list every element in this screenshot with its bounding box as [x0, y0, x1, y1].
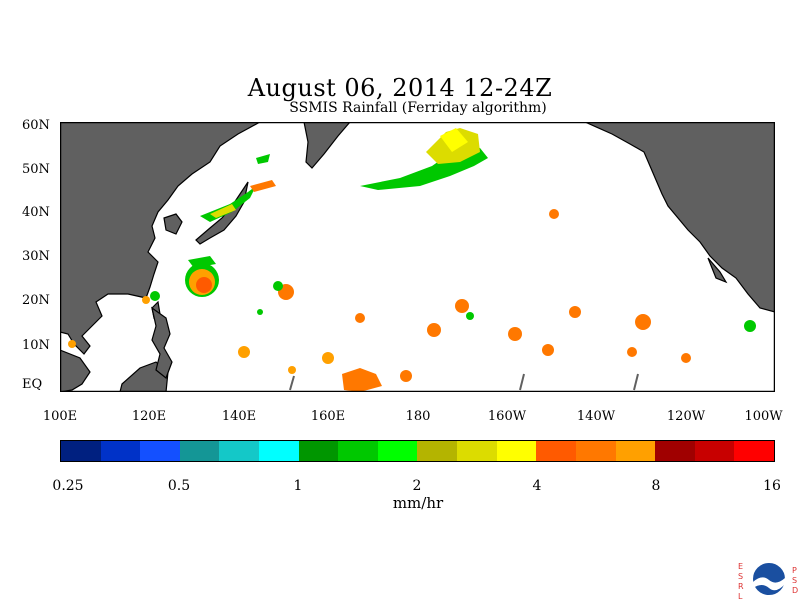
kamchatka-land [303, 122, 351, 169]
colorbar-swatch-3 [179, 441, 220, 461]
colorbar-label-5: 8 [651, 478, 661, 494]
lat-label-30n: 30N [22, 249, 50, 264]
chart-subtitle: SSMIS Rainfall (Ferriday algorithm) [289, 100, 547, 116]
lat-label-10n: 10N [22, 338, 50, 353]
colorbar-swatch-9 [417, 441, 458, 461]
logo-letter: S [738, 572, 744, 581]
colorbar-swatch-7 [338, 441, 378, 461]
land-masses [60, 122, 775, 392]
lon-label-100e: 100E [42, 409, 78, 424]
colorbar-swatch-10 [457, 441, 497, 461]
philippines-land [151, 306, 173, 379]
baja-land [707, 257, 728, 284]
rain-cells [68, 128, 756, 392]
noaa-badge-icon [751, 561, 787, 597]
colorbar-swatch-2 [140, 441, 180, 461]
colorbar-label-4: 4 [532, 478, 542, 494]
swath-gaps [289, 373, 639, 391]
korea-land [163, 213, 183, 235]
colorbar-swatch-1 [100, 441, 141, 461]
colorbar-swatch-14 [615, 441, 656, 461]
lon-label-100w: 100W [744, 409, 783, 424]
colorbar-swatch-13 [575, 441, 616, 461]
japan-land [195, 181, 249, 245]
colorbar-swatch-16 [694, 441, 735, 461]
colorbar-swatch-4 [219, 441, 260, 461]
noaa-esrl-psd-logo: E S R L P S D [738, 560, 800, 601]
colorbar-swatch-8 [377, 441, 418, 461]
lon-label-160e: 160E [310, 409, 346, 424]
colorbar-swatch-6 [298, 441, 339, 461]
colorbar-units: mm/hr [392, 494, 444, 512]
lat-label-50n: 50N [22, 162, 50, 177]
colorbar-label-6: 16 [763, 478, 781, 494]
colorbar-swatch-12 [536, 441, 576, 461]
chart-title: August 06, 2014 12-24Z [247, 74, 553, 102]
colorbar-swatch-11 [496, 441, 537, 461]
lat-label-20n: 20N [22, 293, 50, 308]
colorbar-swatch-5 [259, 441, 299, 461]
logo-letter: S [792, 576, 798, 585]
lon-label-160w: 160W [487, 409, 527, 424]
logo-letter: R [738, 582, 744, 591]
colorbar-label-0: 0.25 [52, 478, 84, 494]
colorbar-label-3: 2 [412, 478, 422, 494]
colorbar-label-1: 0.5 [167, 478, 191, 494]
lon-label-140w: 140W [576, 409, 616, 424]
map-frame [60, 122, 775, 392]
logo-letter: D [792, 586, 799, 595]
rain-cluster-equatorial [342, 368, 382, 392]
indochina-land [60, 349, 91, 392]
logo-letter: L [738, 592, 743, 601]
lon-label-140e: 140E [221, 409, 257, 424]
logo-letter: E [738, 562, 744, 571]
logo-letter: P [792, 566, 797, 575]
colorbar [60, 440, 775, 462]
lon-label-120w: 120W [666, 409, 706, 424]
colorbar-label-2: 1 [293, 478, 303, 494]
colorbar-swatch-17 [734, 441, 774, 461]
lat-label-60n: 60N [22, 118, 50, 133]
rainfall-map [60, 122, 775, 392]
north-america-land [584, 122, 775, 313]
lon-label-180: 180 [405, 409, 431, 424]
asia-land [60, 122, 261, 355]
colorbar-swatch-15 [655, 441, 695, 461]
lat-label-40n: 40N [22, 205, 50, 220]
colorbar-swatch-0 [61, 441, 101, 461]
lat-label-eq: EQ [22, 377, 43, 392]
lon-label-120e: 120E [131, 409, 167, 424]
